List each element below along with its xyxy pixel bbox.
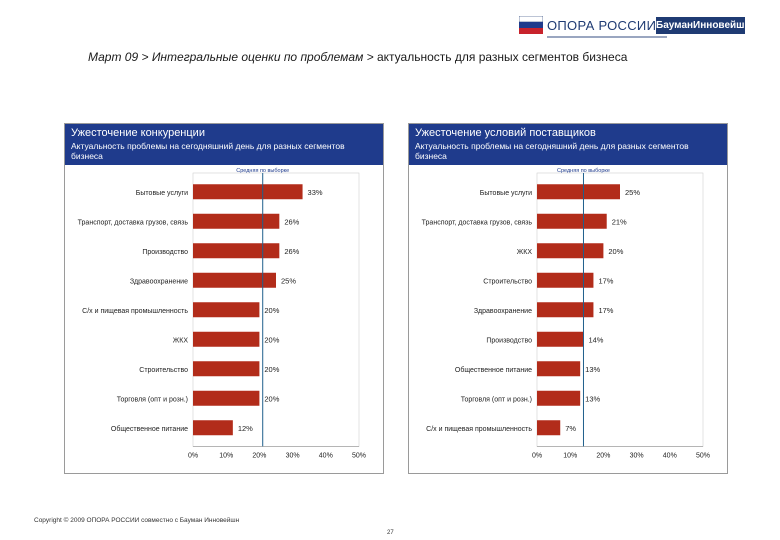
- bar: [193, 361, 260, 377]
- average-label: Средняя по выборке: [236, 168, 289, 174]
- data-label: 20%: [264, 306, 279, 315]
- data-label: 25%: [625, 188, 640, 197]
- opora-emblem-icon: [519, 16, 543, 34]
- category-label: С/х и пищевая промышленность: [82, 308, 188, 315]
- bar: [537, 302, 594, 318]
- category-label: Строительство: [139, 367, 188, 374]
- category-label: Торговля (опт и розн.): [117, 396, 188, 403]
- bar: [537, 213, 607, 229]
- page-title-text: актуальность для разных сегментов бизнес…: [373, 50, 628, 64]
- category-label: Здравоохранение: [474, 308, 532, 315]
- bar: [537, 390, 581, 406]
- logo-name: ОПОРА РОССИИ: [547, 18, 657, 33]
- category-label: Транспорт, доставка грузов, связь: [422, 219, 533, 226]
- chart-subtitle: Актуальность проблемы на сегодняшний ден…: [71, 141, 345, 161]
- x-tick-label: 20%: [252, 453, 266, 460]
- bar: [537, 184, 620, 200]
- page-number: 27: [387, 530, 394, 536]
- bar: [537, 420, 561, 436]
- panel-header: Ужесточение условий поставщиков Актуальн…: [409, 124, 727, 165]
- data-label: 20%: [264, 335, 279, 344]
- x-tick-label: 20%: [596, 453, 610, 460]
- data-label: 25%: [281, 276, 296, 285]
- page-title: Март 09 > Интегральные оценки по проблем…: [88, 50, 627, 64]
- x-tick-label: 10%: [563, 453, 577, 460]
- partner-logo: БауманИнновейшн: [656, 17, 751, 34]
- x-tick-label: 10%: [219, 453, 233, 460]
- x-tick-label: 50%: [696, 453, 710, 460]
- bar: [193, 184, 303, 200]
- logo-tagline-decor: [547, 36, 667, 38]
- data-label: 17%: [598, 306, 613, 315]
- bar: [537, 361, 581, 377]
- x-tick-label: 0%: [532, 453, 542, 460]
- bar: [193, 243, 280, 259]
- category-label: Бытовые услуги: [136, 190, 188, 197]
- bar: [537, 331, 584, 347]
- x-tick-label: 40%: [663, 453, 677, 460]
- chart-panel-suppliers: Ужесточение условий поставщиков Актуальн…: [408, 123, 728, 474]
- bar-chart-suppliers: Бытовые услуги 25% Транспорт, доставка гру…: [422, 168, 710, 460]
- bar: [537, 272, 594, 288]
- data-label: 26%: [284, 247, 299, 256]
- bar: [193, 272, 276, 288]
- data-label: 33%: [308, 188, 323, 197]
- chart-panel-competition: Ужесточение конкуренции Актуальность про…: [64, 123, 384, 474]
- category-label: Общественное питание: [111, 425, 188, 433]
- logo-opora: ОПОРА РОССИИ БауманИнновейшн: [519, 14, 751, 42]
- chart-subtitle: Актуальность проблемы на сегодняшний ден…: [415, 141, 689, 161]
- data-label: 7%: [565, 424, 576, 433]
- bar: [193, 213, 280, 229]
- chart-title: Ужесточение условий поставщиков: [415, 127, 596, 139]
- data-label: 20%: [264, 394, 279, 403]
- category-label: ЖКХ: [517, 249, 533, 256]
- data-label: 21%: [612, 217, 627, 226]
- category-label: Бытовые услуги: [480, 190, 532, 197]
- x-tick-label: 50%: [352, 453, 366, 460]
- bar: [193, 331, 260, 347]
- category-label: Торговля (опт и розн.): [461, 396, 532, 403]
- category-label: Общественное питание: [455, 366, 532, 374]
- category-label: Здравоохранение: [130, 278, 188, 285]
- bar: [193, 302, 260, 318]
- category-label: Производство: [142, 249, 188, 256]
- x-tick-label: 30%: [286, 453, 300, 460]
- x-tick-label: 30%: [630, 453, 644, 460]
- data-label: 13%: [585, 365, 600, 374]
- copyright-text: Copyright © 2009 ОПОРА РОССИИ совместно …: [34, 517, 240, 524]
- category-label: Строительство: [483, 278, 532, 285]
- bar: [193, 420, 233, 436]
- data-label: 20%: [264, 365, 279, 374]
- data-label: 13%: [585, 394, 600, 403]
- average-label: Средняя по выборке: [557, 168, 610, 174]
- bar: [193, 390, 260, 406]
- category-label: ЖКХ: [173, 337, 189, 344]
- bar-chart-competition: Бытовые услуги 33% Транспорт, доставка гру…: [78, 168, 366, 460]
- category-label: С/х и пищевая промышленность: [426, 426, 532, 433]
- x-tick-label: 40%: [319, 453, 333, 460]
- data-label: 20%: [608, 247, 623, 256]
- data-label: 17%: [598, 276, 613, 285]
- data-label: 26%: [284, 217, 299, 226]
- data-label: 12%: [238, 424, 253, 433]
- x-tick-label: 0%: [188, 453, 198, 460]
- page-title-crumb: Март 09 > Интегральные оценки по проблем…: [88, 50, 374, 64]
- chart-title: Ужесточение конкуренции: [71, 127, 205, 139]
- category-label: Производство: [486, 337, 532, 344]
- category-label: Транспорт, доставка грузов, связь: [78, 219, 189, 226]
- data-label: 14%: [588, 335, 603, 344]
- bar: [537, 243, 604, 259]
- panel-header: Ужесточение конкуренции Актуальность про…: [65, 124, 383, 165]
